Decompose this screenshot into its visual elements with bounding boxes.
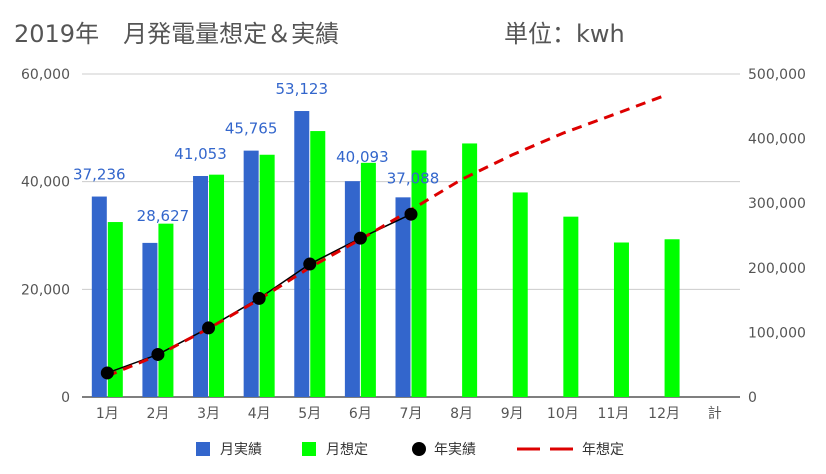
bar-monthly-forecast (158, 223, 174, 397)
x-tick-label: 2月 (146, 406, 169, 422)
y-right-tick-label: 100,000 (748, 325, 806, 341)
x-tick-label: 1月 (96, 406, 119, 422)
legend-swatch-monthly-forecast (302, 442, 316, 456)
legend-swatch-monthly-actual (196, 442, 210, 456)
data-label-monthly-actual: 41,053 (174, 145, 227, 163)
line-annual-forecast (106, 94, 665, 378)
marker-annual-actual (202, 321, 216, 335)
marker-annual-actual (151, 347, 165, 361)
marker-annual-actual (100, 366, 114, 380)
bar-monthly-forecast (209, 174, 225, 397)
marker-annual-actual (353, 231, 367, 245)
bar-monthly-forecast (107, 222, 123, 397)
bar-monthly-actual (91, 196, 107, 397)
legend-label-monthly-forecast: 月想定 (326, 442, 368, 458)
x-tick-label: 計 (708, 406, 722, 422)
data-label-monthly-actual: 37,088 (387, 169, 440, 187)
y-right-tick-label: 300,000 (748, 196, 806, 212)
y-right-tick-label: 500,000 (748, 67, 806, 83)
chart-title: 2019年 月発電量想定＆実績 単位：kwh (14, 14, 625, 49)
y-right-tick-label: 200,000 (748, 261, 806, 277)
bar-monthly-forecast (462, 143, 478, 397)
data-label-monthly-actual: 37,236 (73, 166, 126, 184)
bar-monthly-forecast (613, 242, 629, 397)
y-left-tick-label: 20,000 (21, 282, 70, 298)
legend-label-annual-actual: 年実績 (434, 442, 476, 458)
data-label-monthly-actual: 53,123 (276, 80, 329, 98)
legend-label-annual-forecast: 年想定 (582, 442, 624, 458)
unit-label: 単位：kwh (504, 20, 625, 48)
bar-monthly-actual (243, 150, 259, 397)
bar-monthly-forecast (360, 162, 376, 397)
marker-annual-actual (252, 291, 266, 305)
bar-monthly-forecast (563, 216, 579, 397)
x-tick-label: 7月 (400, 406, 423, 422)
y-left-tick-label: 0 (61, 390, 70, 406)
bar-monthly-actual (395, 197, 411, 397)
x-tick-label: 6月 (349, 406, 372, 422)
x-tick-label: 9月 (501, 406, 524, 422)
x-tick-label: 5月 (298, 406, 321, 422)
legend-swatch-annual-actual (412, 442, 426, 456)
bar-monthly-actual (294, 111, 310, 398)
bar-monthly-actual (142, 242, 158, 397)
chart-title-text: 2019年 月発電量想定＆実績 (14, 20, 340, 48)
x-tick-label: 3月 (197, 406, 220, 422)
y-right-tick-label: 400,000 (748, 132, 806, 148)
bar-monthly-actual (344, 181, 360, 397)
y-right-tick-label: 0 (748, 390, 757, 406)
data-label-monthly-actual: 28,627 (137, 207, 190, 225)
x-tick-label: 10月 (547, 406, 579, 422)
x-tick-label: 12月 (648, 406, 680, 422)
data-label-monthly-actual: 40,093 (336, 148, 389, 166)
x-tick-label: 4月 (248, 406, 271, 422)
bar-monthly-forecast (512, 192, 528, 397)
x-tick-label: 8月 (450, 406, 473, 422)
bar-monthly-forecast (259, 154, 275, 397)
x-tick-label: 11月 (598, 406, 630, 422)
bar-monthly-forecast (411, 150, 427, 397)
bar-monthly-forecast (664, 239, 680, 397)
y-left-tick-label: 40,000 (21, 175, 70, 191)
data-label-monthly-actual: 45,765 (225, 120, 278, 138)
marker-annual-actual (404, 207, 418, 221)
bar-monthly-actual (193, 175, 209, 397)
marker-annual-actual (303, 257, 317, 271)
legend-label-monthly-actual: 月実績 (220, 442, 262, 458)
y-left-tick-label: 60,000 (21, 67, 70, 83)
